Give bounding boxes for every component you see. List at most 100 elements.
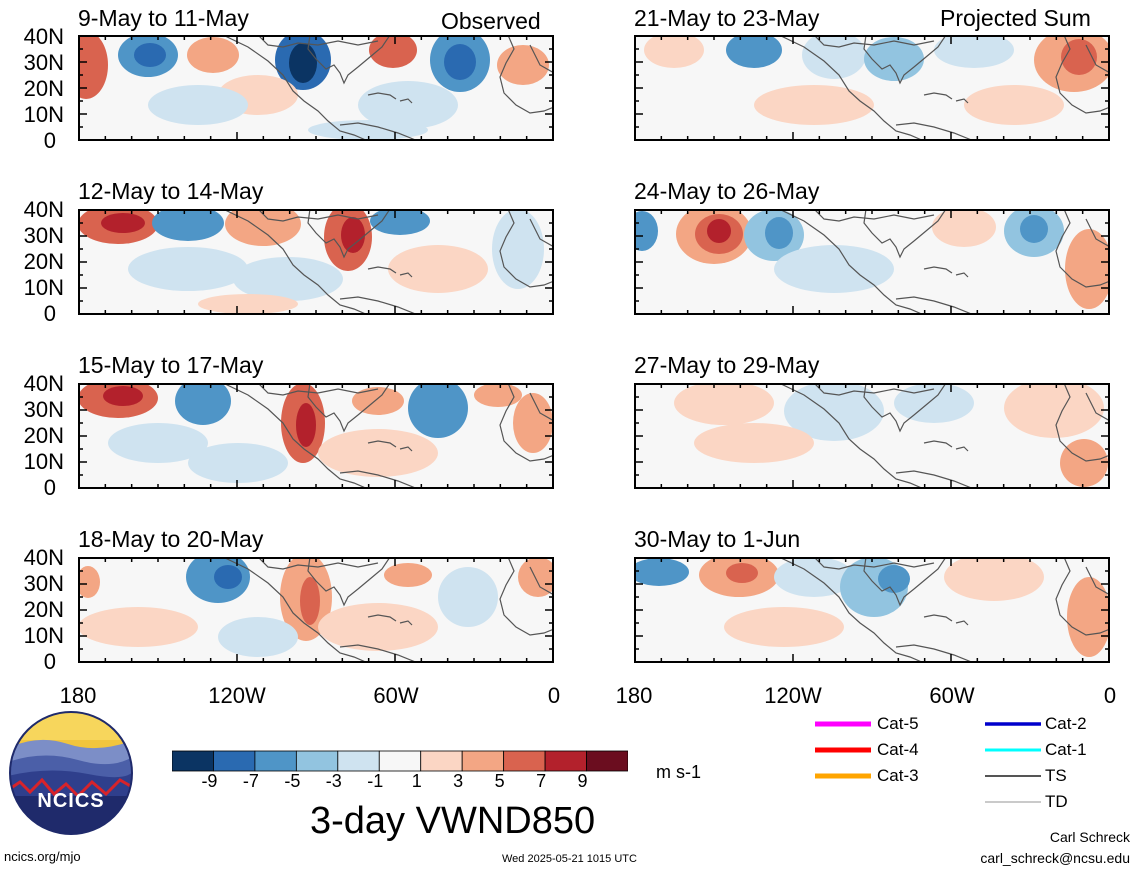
coastline <box>813 383 935 396</box>
colorbar-swatch <box>337 750 380 772</box>
coastline <box>339 644 419 663</box>
timestamp: Wed 2025-05-21 1015 UTC <box>502 853 637 865</box>
lon-label: 0 <box>1103 683 1117 708</box>
panel-title: 21-May to 23-May <box>634 5 820 31</box>
anomaly-shading <box>765 217 793 249</box>
legend-line <box>815 773 871 779</box>
panel-title: 12-May to 14-May <box>78 178 264 204</box>
legend-line <box>985 722 1041 726</box>
anomaly-shading <box>707 219 731 243</box>
anomaly-shading <box>198 294 298 314</box>
anomaly-shading <box>634 558 689 586</box>
coastline <box>399 620 413 626</box>
coastline <box>955 620 969 626</box>
coastline <box>923 440 953 448</box>
lon-label: 180 <box>59 683 97 708</box>
anomaly-shading <box>78 607 198 647</box>
coastline <box>863 209 947 259</box>
anomaly-shading <box>148 85 248 125</box>
coastline <box>367 92 397 100</box>
coastline <box>257 35 379 48</box>
anomaly-shading <box>644 35 704 68</box>
anomaly-shading <box>188 443 288 483</box>
anomaly-shading <box>218 617 298 657</box>
variable-title: 3-day VWND850 <box>310 800 596 842</box>
colorbar-tick-label: 1 <box>411 771 422 791</box>
coastline <box>529 566 554 596</box>
projected-label: Projected Sum <box>940 5 1091 31</box>
anomaly-shading <box>724 607 844 647</box>
map-panel <box>634 383 1110 489</box>
lat-label: 10N <box>23 623 64 648</box>
map-panel <box>78 209 554 315</box>
legend-label: TS <box>1045 766 1067 785</box>
coastline <box>955 98 969 104</box>
coastline <box>923 614 953 622</box>
coastline <box>923 266 953 274</box>
anomaly-shading <box>802 35 866 79</box>
map-panel <box>78 35 554 141</box>
lat-label: 0 <box>43 128 56 153</box>
anomaly-shading <box>128 247 248 291</box>
coastline <box>778 35 925 141</box>
logo-text: NCICS <box>37 790 105 812</box>
anomaly-shading <box>444 44 476 80</box>
panel-title: 18-May to 20-May <box>78 526 264 552</box>
coastline <box>499 557 554 636</box>
observed-label: Observed <box>441 8 541 34</box>
legend-label: Cat-2 <box>1045 714 1087 733</box>
coastline <box>399 272 413 278</box>
anomaly-shading <box>103 386 143 406</box>
panel-title: 15-May to 17-May <box>78 352 264 378</box>
panel-title: 9-May to 11-May <box>78 5 249 31</box>
map-panel <box>634 35 1110 141</box>
anomaly-shading <box>726 35 782 68</box>
coastline <box>339 122 419 141</box>
coastline <box>499 383 554 462</box>
coastline <box>529 392 554 422</box>
anomaly-shading <box>358 81 458 129</box>
coastline <box>778 383 925 489</box>
anomaly-shading <box>492 209 544 289</box>
anomaly-shading <box>1060 439 1108 487</box>
lat-label: 30N <box>23 397 64 422</box>
colorbar-swatch <box>544 750 587 772</box>
colorbar-tick-label: 3 <box>453 771 464 791</box>
anomaly-shading <box>754 85 874 125</box>
anomaly-shading <box>175 383 231 425</box>
lon-label: 120W <box>764 683 822 708</box>
coastline <box>339 296 419 315</box>
coastline <box>399 98 413 104</box>
colorbar-swatches <box>172 750 628 772</box>
anomaly-shading <box>1065 229 1110 309</box>
coastline <box>257 557 379 570</box>
anomaly-shading <box>774 245 894 293</box>
logo-emblem <box>9 711 133 835</box>
map-panel <box>78 383 554 489</box>
author-email[interactable]: carl_schreck@ncsu.edu <box>980 850 1130 866</box>
coastline <box>895 644 975 663</box>
anomaly-shading <box>352 387 404 415</box>
anomaly-shading <box>634 211 658 251</box>
lon-label: 60W <box>929 683 975 708</box>
lon-label: 60W <box>373 683 419 708</box>
anomaly-shading <box>964 85 1064 125</box>
coastline <box>923 92 953 100</box>
colorbar-swatch <box>586 750 628 772</box>
coastline <box>529 44 554 74</box>
anomaly-shading <box>934 35 1014 68</box>
colorbar-swatch <box>295 750 339 772</box>
colorbar-tick-label: -3 <box>325 771 342 791</box>
panel-title: 27-May to 29-May <box>634 352 820 378</box>
colorbar-tick-label: -9 <box>201 771 218 791</box>
coastline <box>222 209 369 315</box>
map-panel <box>634 209 1110 315</box>
coastline <box>1085 566 1110 596</box>
coastline <box>1055 209 1110 288</box>
site-url[interactable]: ncics.org/mjo <box>4 849 81 864</box>
colorbar-tick-label: -7 <box>242 771 259 791</box>
anomaly-shading <box>101 213 145 233</box>
lon-label: 180 <box>615 683 653 708</box>
author-name: Carl Schreck <box>1049 829 1130 845</box>
anomaly-shading <box>108 423 208 463</box>
